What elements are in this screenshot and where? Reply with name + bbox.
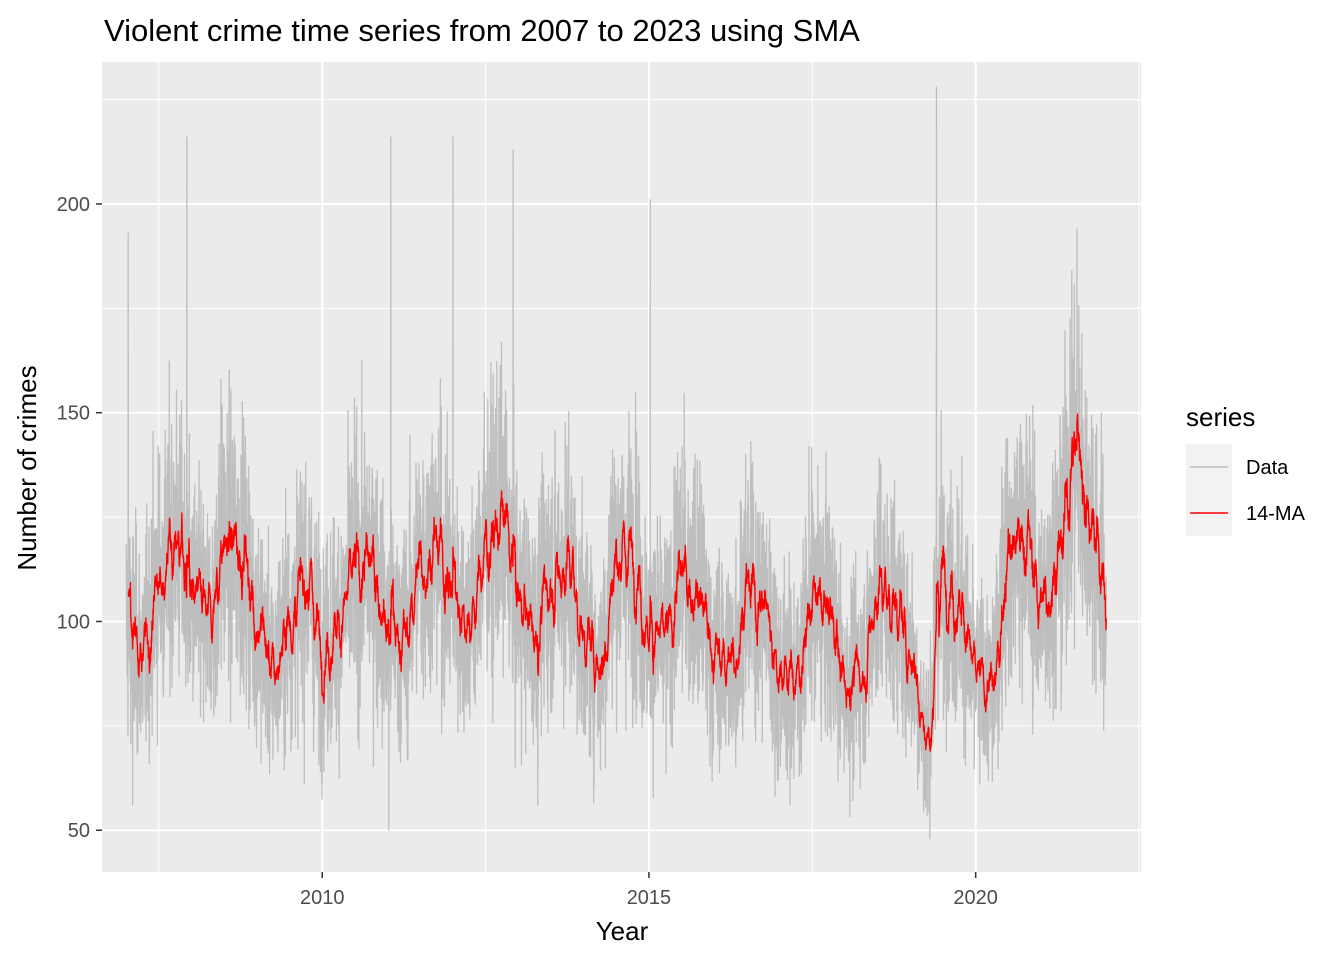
legend-label-data: Data — [1246, 457, 1289, 479]
x-tick-label-0: 2010 — [300, 887, 345, 909]
series-ma-line — [127, 413, 1108, 752]
legend-title: series — [1186, 402, 1255, 432]
x-axis: 2010 2015 2020 — [300, 872, 998, 909]
x-axis-title: Year — [596, 916, 649, 946]
legend: series Data 14-MA — [1186, 402, 1306, 536]
y-tick-label-2: 150 — [57, 403, 90, 425]
chart-title: Violent crime time series from 2007 to 2… — [104, 13, 860, 48]
y-tick-label-3: 200 — [57, 194, 90, 216]
x-tick-label-1: 2015 — [627, 887, 672, 909]
x-tick-label-2: 2020 — [953, 887, 998, 909]
series-layer — [125, 86, 1108, 840]
y-tick-label-1: 100 — [57, 611, 90, 633]
y-axis: 50 100 150 200 — [57, 194, 102, 842]
y-axis-title: Number of crimes — [12, 365, 42, 570]
grid-major — [102, 62, 1141, 872]
y-tick-label-0: 50 — [68, 820, 90, 842]
legend-label-ma: 14-MA — [1246, 503, 1306, 525]
